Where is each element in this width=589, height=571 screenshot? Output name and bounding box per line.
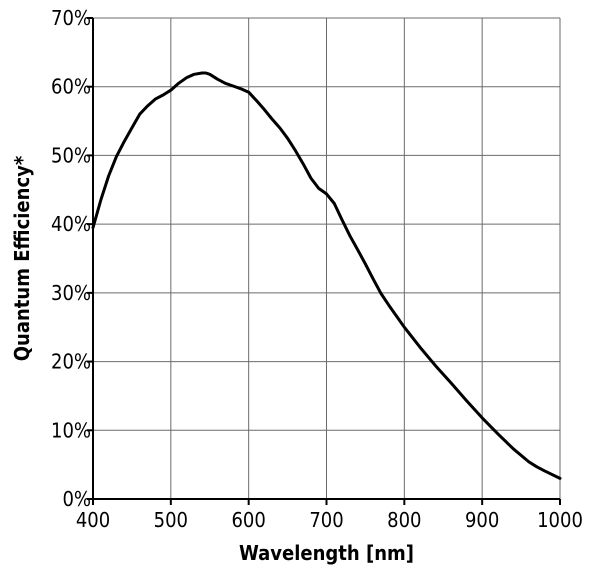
y-tick-label: 10% bbox=[51, 418, 91, 442]
series-layer bbox=[91, 71, 562, 480]
x-axis-title: Wavelength [nm] bbox=[239, 541, 414, 565]
x-tick-label: 500 bbox=[154, 508, 188, 532]
y-tick-label: 20% bbox=[51, 350, 91, 374]
y-tick-label: 40% bbox=[51, 212, 91, 236]
x-tick-label: 400 bbox=[76, 508, 110, 532]
x-tick-label: 700 bbox=[309, 508, 343, 532]
x-tick-label: 800 bbox=[387, 508, 421, 532]
y-tick-label: 60% bbox=[51, 75, 91, 99]
y-tick-label: 0% bbox=[62, 487, 91, 511]
axes bbox=[87, 17, 561, 505]
quantum-efficiency-line bbox=[91, 71, 562, 480]
y-tick-label: 70% bbox=[51, 6, 91, 30]
y-tick-label: 50% bbox=[51, 143, 91, 167]
grid bbox=[93, 17, 561, 499]
x-tick-label: 900 bbox=[465, 508, 499, 532]
y-axis-title: Quantum Efficiency* bbox=[10, 155, 34, 361]
x-tick-label: 600 bbox=[231, 508, 265, 532]
tick-labels: 0% 10% 20% 30% 40% 50% 60% 70% 400 500 600 700 800 90… bbox=[51, 6, 583, 532]
x-tick-label: 1000 bbox=[537, 508, 583, 532]
y-tick-label: 30% bbox=[51, 281, 91, 305]
